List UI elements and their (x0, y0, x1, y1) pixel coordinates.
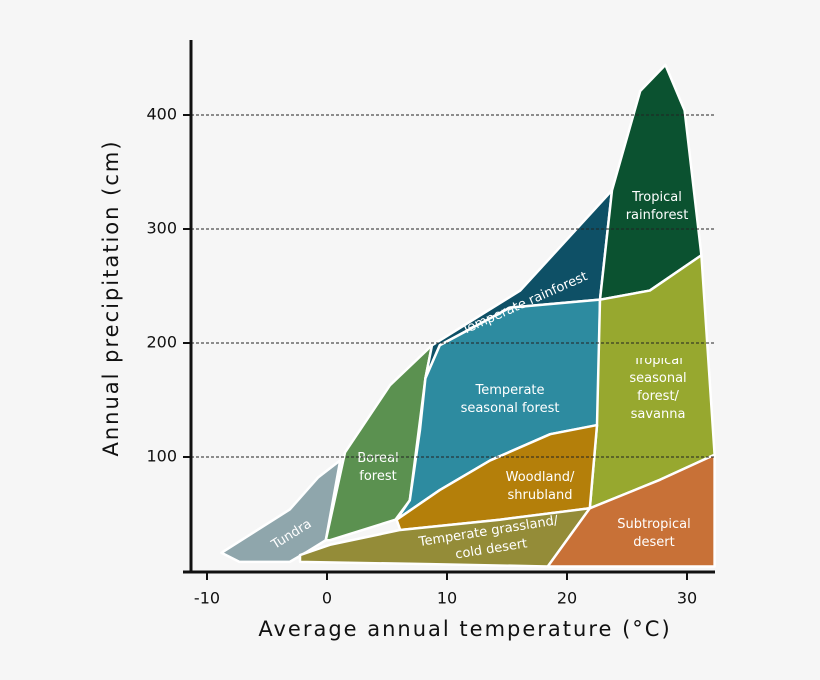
region-label: Tropical seasonal forest/ savanna (629, 358, 687, 418)
region-label-box: Temperate seasonal forest (460, 383, 560, 416)
y-tick-label: 100 (146, 447, 177, 466)
y-tick-label: 200 (146, 333, 177, 352)
y-axis-title: Annual precipitation (cm) (99, 139, 123, 456)
region-label-box: Tropical rainforest (625, 190, 689, 223)
region-label-box: Tropical seasonal forest/ savanna (629, 358, 687, 418)
region-label: Tropical rainforest (625, 190, 689, 223)
region-label-box: Woodland/ shrubland (505, 470, 575, 503)
region-label: Woodland/ shrubland (505, 470, 575, 503)
region-label: Boreal forest (357, 451, 399, 484)
region-label-box: Subtropical desert (617, 517, 691, 550)
x-tick-label: 10 (437, 589, 457, 608)
region-label: Subtropical desert (617, 517, 691, 550)
x-axis-title: Average annual temperature (°C) (258, 617, 671, 641)
y-tick-label: 300 (146, 219, 177, 238)
y-tick-label: 400 (146, 105, 177, 124)
region-label: Temperate seasonal forest (460, 383, 560, 416)
x-tick-label: 0 (322, 589, 332, 608)
x-tick-label: 20 (557, 589, 577, 608)
x-tick-label: 30 (677, 589, 697, 608)
biome-region (546, 453, 716, 568)
x-tick-label: -10 (194, 589, 220, 608)
biome-region (220, 459, 342, 564)
region-label-box: Boreal forest (357, 451, 399, 484)
